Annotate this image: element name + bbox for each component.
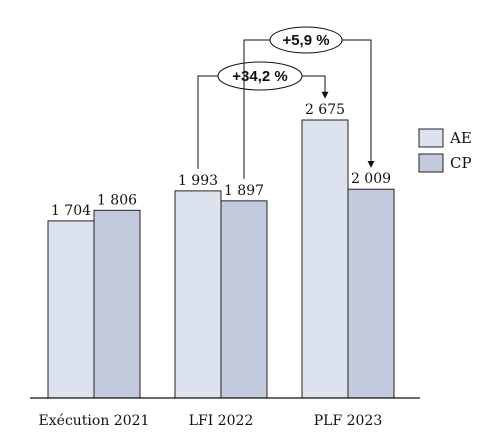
bar-ae-lfi-2022 [174,190,222,399]
legend-swatch-cp [418,153,444,173]
bar-cp-plf-2023 [347,188,395,399]
bar-ae-plf-2023 [301,119,349,399]
legend-swatch-ae [418,128,444,148]
annotation-ellipse-1 [217,61,303,91]
data-label-ae-lfi-2022: 1 993 [178,173,218,189]
data-label-cp-execution-2021: 1 806 [97,192,137,208]
data-label-cp-lfi-2022: 1 897 [224,183,264,199]
data-label-ae-execution-2021: 1 704 [51,203,91,219]
x-tick-label-plf-2023: PLF 2023 [314,413,383,429]
annotation-ellipse-2 [269,26,343,54]
annotation-label-2: +5,9 % [282,32,329,49]
annotation-label-1: +34,2 % [232,68,287,85]
bar-cp-lfi-2022 [220,200,268,399]
data-label-cp-plf-2023: 2 009 [351,171,391,187]
bar-cp-execution-2021 [93,209,141,399]
legend-label-ae: AE [449,129,472,147]
x-tick-label-lfi-2022: LFI 2022 [189,413,254,429]
data-label-ae-plf-2023: 2 675 [305,102,345,118]
legend-label-cp: CP [450,154,472,172]
bar-ae-execution-2021 [47,220,95,399]
x-tick-label-execution-2021: Exécution 2021 [39,413,150,429]
